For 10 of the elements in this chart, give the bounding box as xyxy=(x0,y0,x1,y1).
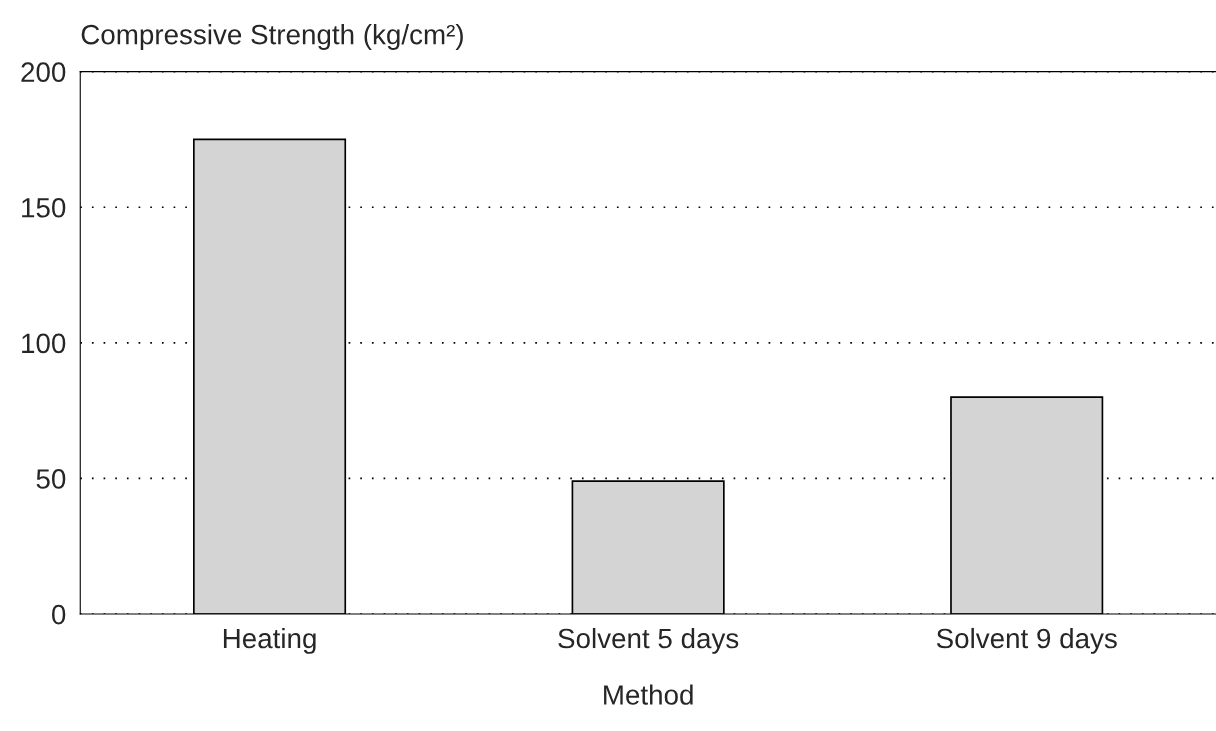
y-tick-label: 50 xyxy=(36,469,66,489)
y-tick-label: 0 xyxy=(52,604,66,625)
y-axis-title: Compressive Strength (kg/cm²) xyxy=(81,24,463,50)
x-tick-label: Solvent 5 days xyxy=(558,627,739,654)
y-tick-label: 100 xyxy=(22,333,66,354)
y-tick-label: 200 xyxy=(21,62,66,82)
x-tick-label: Solvent 9 days xyxy=(936,627,1117,654)
y-tick-label: 150 xyxy=(22,197,66,218)
x-axis-title: Method xyxy=(604,684,693,705)
x-tick-label: Heating xyxy=(223,627,316,654)
